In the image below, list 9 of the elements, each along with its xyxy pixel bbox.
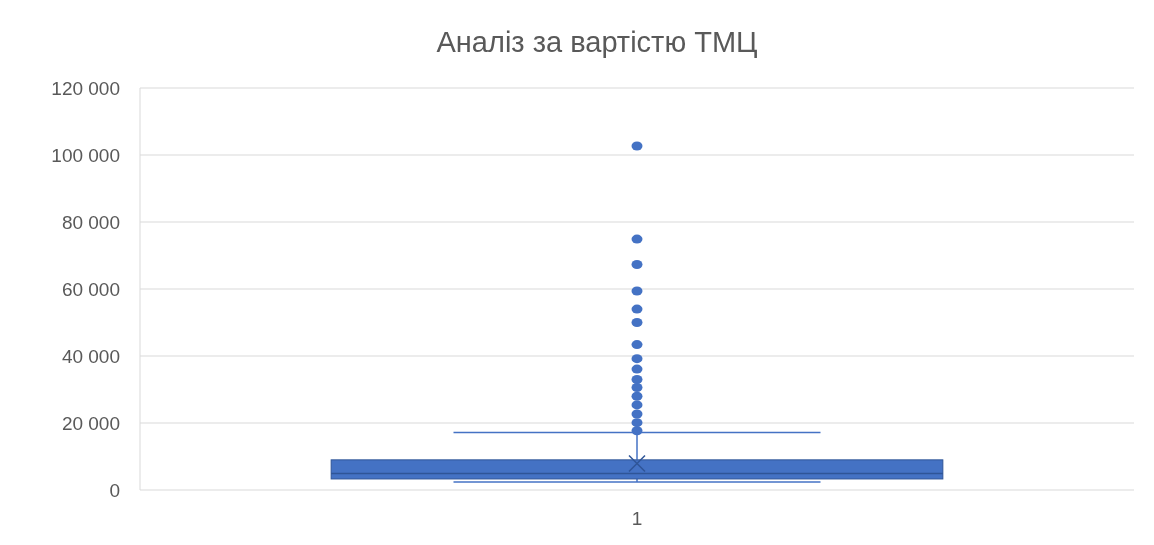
x-tick-label: 1 [631, 508, 643, 529]
y-tick-label: 60 000 [61, 278, 120, 300]
y-tick-label: 20 000 [61, 412, 120, 434]
y-tick-label: 120 000 [51, 77, 120, 99]
y-tick-label: 100 000 [51, 144, 120, 166]
y-tick-label: 80 000 [61, 211, 120, 233]
y-tick-label: 0 [109, 479, 120, 501]
y-tick-label: 40 000 [61, 345, 120, 367]
chart-title: Аналіз за вартістю ТМЦ [436, 26, 758, 58]
